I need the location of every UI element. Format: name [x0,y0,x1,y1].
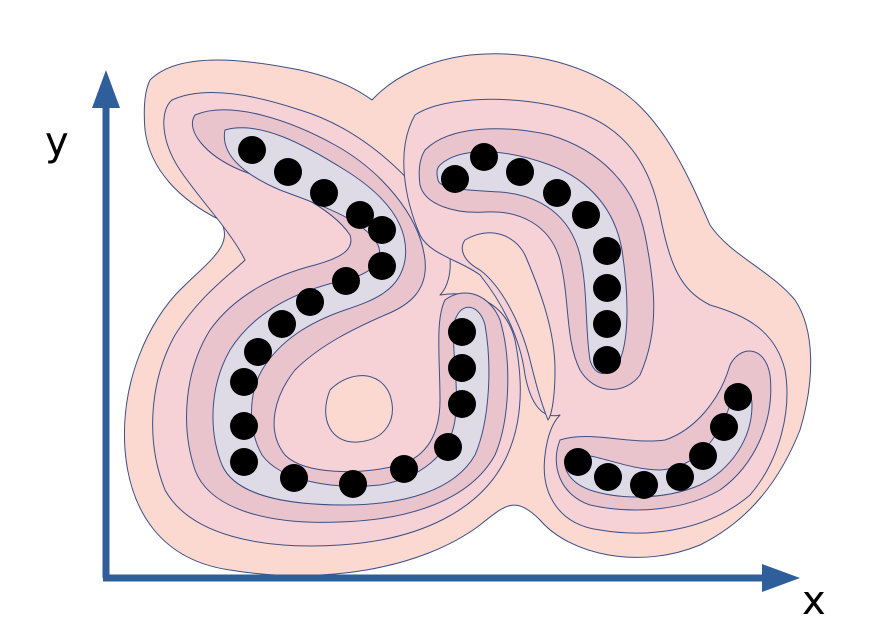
axes: y x [45,70,826,624]
data-point [296,288,324,316]
data-point [230,412,258,440]
data-point [339,470,367,498]
data-point [572,201,600,229]
data-point [724,383,752,411]
data-point [564,448,592,476]
data-point [689,442,717,470]
data-point [593,346,621,374]
x-axis-label: x [802,578,826,624]
data-point [543,179,571,207]
data-point [434,433,462,461]
data-point [310,179,338,207]
contour-level-3-left [186,109,509,523]
data-point [280,464,308,492]
y-axis-label: y [45,119,69,165]
contour-hole-center [325,375,393,443]
data-point [448,390,476,418]
data-point [710,413,738,441]
data-points [230,136,752,499]
data-point [268,310,296,338]
contour-hole-middle [461,232,556,421]
data-point [368,252,396,280]
data-point [244,338,272,366]
data-point [448,318,476,346]
data-point [593,310,621,338]
data-point [390,455,418,483]
data-point [630,471,658,499]
x-axis-arrowhead [762,564,800,592]
data-point [346,201,374,229]
data-point [238,136,266,164]
data-point [593,274,621,302]
data-point [506,158,534,186]
data-point [441,165,469,193]
data-point [230,368,258,396]
data-point [470,143,498,171]
data-point [274,158,302,186]
data-point [593,237,621,265]
data-point [332,267,360,295]
data-point [594,463,622,491]
data-point [230,448,258,476]
y-axis-arrowhead [92,70,120,108]
data-point [368,216,396,244]
data-point [448,354,476,382]
data-point [666,463,694,491]
